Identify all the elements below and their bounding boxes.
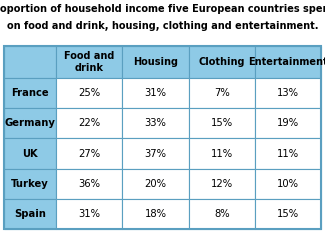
Text: 25%: 25% (78, 88, 100, 98)
Bar (4, 46, 321, 229)
Text: 33%: 33% (145, 118, 166, 128)
Text: 15%: 15% (211, 118, 233, 128)
Text: 7%: 7% (214, 88, 230, 98)
Bar (56, 138, 123, 169)
Text: France: France (11, 88, 49, 98)
Bar (255, 169, 321, 199)
Bar (123, 199, 188, 229)
Bar (188, 138, 255, 169)
Bar (255, 46, 321, 78)
Text: 11%: 11% (277, 148, 299, 158)
Text: 15%: 15% (277, 209, 299, 219)
Text: UK: UK (22, 148, 38, 158)
Text: on food and drink, housing, clothing and entertainment.: on food and drink, housing, clothing and… (7, 21, 318, 31)
Bar (4, 46, 56, 78)
Bar (56, 199, 123, 229)
Text: Clothing: Clothing (199, 57, 245, 67)
Text: Turkey: Turkey (11, 179, 49, 189)
Bar (255, 138, 321, 169)
Text: 11%: 11% (211, 148, 233, 158)
Bar (123, 108, 188, 138)
Text: Housing: Housing (133, 57, 178, 67)
Bar (4, 199, 56, 229)
Text: 37%: 37% (145, 148, 167, 158)
Bar (56, 46, 123, 78)
Bar (255, 108, 321, 138)
Bar (123, 78, 188, 108)
Text: 19%: 19% (277, 118, 299, 128)
Bar (255, 199, 321, 229)
Bar (188, 46, 255, 78)
Bar (123, 169, 188, 199)
Text: 31%: 31% (145, 88, 167, 98)
Bar (188, 199, 255, 229)
Text: 27%: 27% (78, 148, 100, 158)
Bar (4, 108, 56, 138)
Text: Spain: Spain (14, 209, 46, 219)
Bar (4, 169, 56, 199)
Bar (188, 169, 255, 199)
Bar (188, 108, 255, 138)
Text: Entertainment: Entertainment (248, 57, 325, 67)
Text: 18%: 18% (145, 209, 167, 219)
Text: 36%: 36% (78, 179, 100, 189)
Bar (123, 46, 188, 78)
Text: 12%: 12% (211, 179, 233, 189)
Bar (56, 78, 123, 108)
Text: 13%: 13% (277, 88, 299, 98)
Text: Food and
drink: Food and drink (64, 51, 115, 73)
Bar (4, 138, 56, 169)
Text: Proportion of household income five European countries spend: Proportion of household income five Euro… (0, 4, 325, 14)
Bar (56, 169, 123, 199)
Text: Germany: Germany (5, 118, 56, 128)
Bar (56, 108, 123, 138)
Bar (4, 78, 56, 108)
Bar (255, 78, 321, 108)
Text: 31%: 31% (78, 209, 100, 219)
Text: 10%: 10% (277, 179, 299, 189)
Text: 8%: 8% (214, 209, 229, 219)
Text: 20%: 20% (145, 179, 167, 189)
Text: 22%: 22% (78, 118, 100, 128)
Bar (188, 78, 255, 108)
Bar (123, 138, 188, 169)
